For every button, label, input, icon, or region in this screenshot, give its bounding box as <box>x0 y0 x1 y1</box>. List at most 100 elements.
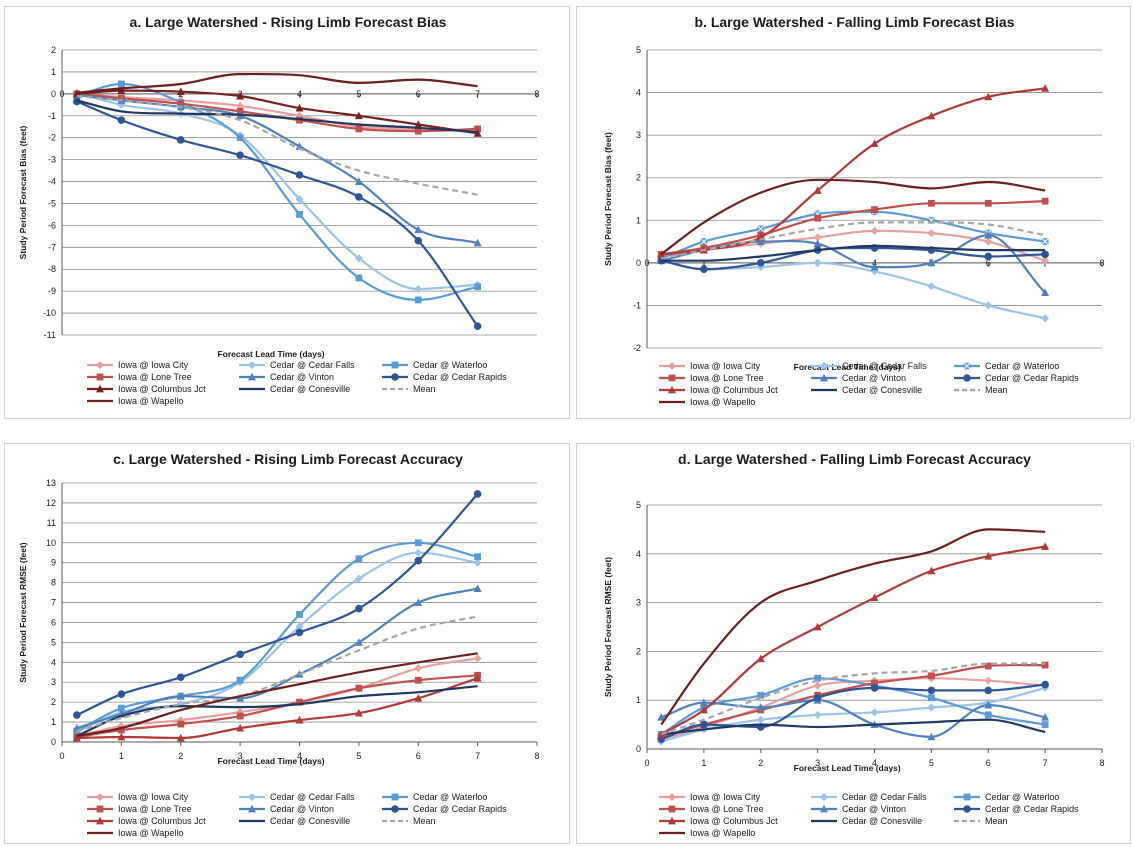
data-point <box>117 116 126 124</box>
data-point <box>1041 314 1050 323</box>
data-point <box>813 622 822 631</box>
data-point <box>414 676 422 684</box>
series-0 <box>657 674 1050 744</box>
x-tick-label: 6 <box>416 751 421 761</box>
legend-label: Iowa @ Iowa City <box>690 361 761 371</box>
series-line <box>660 528 1046 726</box>
data-point <box>295 142 304 150</box>
data-point <box>1041 542 1050 550</box>
data-point <box>870 226 879 235</box>
y-tick-label: 1 <box>636 695 641 705</box>
data-point <box>813 186 822 194</box>
data-point <box>984 237 993 246</box>
series-7 <box>661 718 1046 736</box>
data-point <box>927 229 936 238</box>
data-point <box>295 715 304 724</box>
legend-marker <box>391 793 399 801</box>
data-point <box>117 732 126 741</box>
y-tick-label: 0 <box>636 258 641 268</box>
legend-item: Iowa @ Columbus Jct <box>659 816 778 826</box>
y-tick-label: 5 <box>636 45 641 55</box>
y-tick-label: -8 <box>48 264 56 274</box>
data-point <box>473 654 482 663</box>
chart-title: d. Large Watershed - Falling Limb Foreca… <box>678 451 1031 467</box>
data-point <box>1041 680 1049 689</box>
data-point <box>414 693 423 702</box>
plot-area <box>657 528 1050 746</box>
x-tick-label: 2 <box>758 758 763 768</box>
legend-marker <box>96 384 104 393</box>
y-tick-label: 4 <box>636 549 641 559</box>
legend-marker <box>391 373 399 381</box>
series-line <box>660 221 1046 260</box>
legend-item: Iowa @ Iowa City <box>659 361 761 371</box>
legend-marker <box>963 805 971 813</box>
legend-item: Cedar @ Vinton <box>239 804 334 814</box>
x-tick-label: 5 <box>929 758 934 768</box>
data-point <box>414 296 422 304</box>
data-point <box>117 690 126 698</box>
series-line <box>661 718 1046 736</box>
data-point <box>657 713 666 721</box>
series-8 <box>660 662 1046 736</box>
legend-label: Cedar @ Vinton <box>270 372 334 382</box>
legend-item: Cedar @ Vinton <box>811 373 906 383</box>
legend-item: Cedar @ Waterloo <box>382 360 487 370</box>
data-point <box>177 720 185 728</box>
legend-label: Iowa @ Columbus Jct <box>690 385 778 395</box>
legend-label: Cedar @ Conesville <box>270 816 350 826</box>
legend-label: Cedar @ Conesville <box>842 385 922 395</box>
series-6 <box>72 86 482 137</box>
legend-item: Iowa @ Wapello <box>659 397 755 407</box>
y-tick-label: 8 <box>51 578 56 588</box>
legend-item: Cedar @ Cedar Falls <box>811 792 927 802</box>
y-tick-label: -4 <box>48 177 56 187</box>
legend-item: Cedar @ Conesville <box>239 816 350 826</box>
chart-title: b. Large Watershed - Falling Limb Foreca… <box>695 14 1015 30</box>
legend-label: Cedar @ Conesville <box>270 384 350 394</box>
data-point <box>870 139 879 148</box>
legend-label: Cedar @ Cedar Falls <box>270 360 355 370</box>
data-point <box>927 282 936 291</box>
x-tick-label: 6 <box>986 258 991 268</box>
y-tick-label: 2 <box>51 45 56 55</box>
series-line <box>76 541 478 732</box>
data-point <box>236 712 244 720</box>
legend-label: Iowa @ Wapello <box>118 396 183 406</box>
x-tick-label: 5 <box>356 89 361 99</box>
data-point <box>236 91 245 100</box>
legend-label: Cedar @ Cedar Falls <box>842 361 927 371</box>
legend-item: Cedar @ Cedar Rapids <box>954 804 1079 814</box>
legend-label: Iowa @ Lone Tree <box>118 372 192 382</box>
legend-label: Cedar @ Cedar Rapids <box>985 373 1079 383</box>
x-tick-label: 7 <box>475 751 480 761</box>
series-1 <box>72 88 482 293</box>
data-point <box>984 552 993 560</box>
legend-label: Cedar @ Cedar Falls <box>270 792 355 802</box>
data-point <box>354 574 363 583</box>
legend-marker <box>248 793 256 801</box>
legend-label: Iowa @ Lone Tree <box>690 373 764 383</box>
x-axis-title: Forecast Lead Time (days) <box>794 763 901 773</box>
series-line <box>76 100 479 327</box>
data-point <box>295 171 304 179</box>
legend-marker <box>96 373 104 381</box>
legend-label: Cedar @ Cedar Rapids <box>413 372 507 382</box>
series-4 <box>72 584 482 732</box>
data-point <box>414 556 423 565</box>
series-9 <box>76 652 478 738</box>
y-tick-label: -2 <box>48 133 56 143</box>
legend-item: Iowa @ Columbus Jct <box>659 385 778 395</box>
x-tick-label: 0 <box>644 258 649 268</box>
plot-area <box>72 490 482 742</box>
y-tick-label: -11 <box>44 330 56 340</box>
data-point <box>295 195 304 204</box>
data-point <box>984 301 993 310</box>
legend-item: Iowa @ Lone Tree <box>659 804 764 814</box>
series-9 <box>660 178 1046 256</box>
data-point <box>414 598 423 606</box>
data-point <box>927 694 935 702</box>
data-point <box>1041 250 1049 259</box>
chart-panel-a: a. Large Watershed - Rising Limb Forecas… <box>4 6 570 419</box>
legend-label: Cedar @ Conesville <box>842 816 922 826</box>
